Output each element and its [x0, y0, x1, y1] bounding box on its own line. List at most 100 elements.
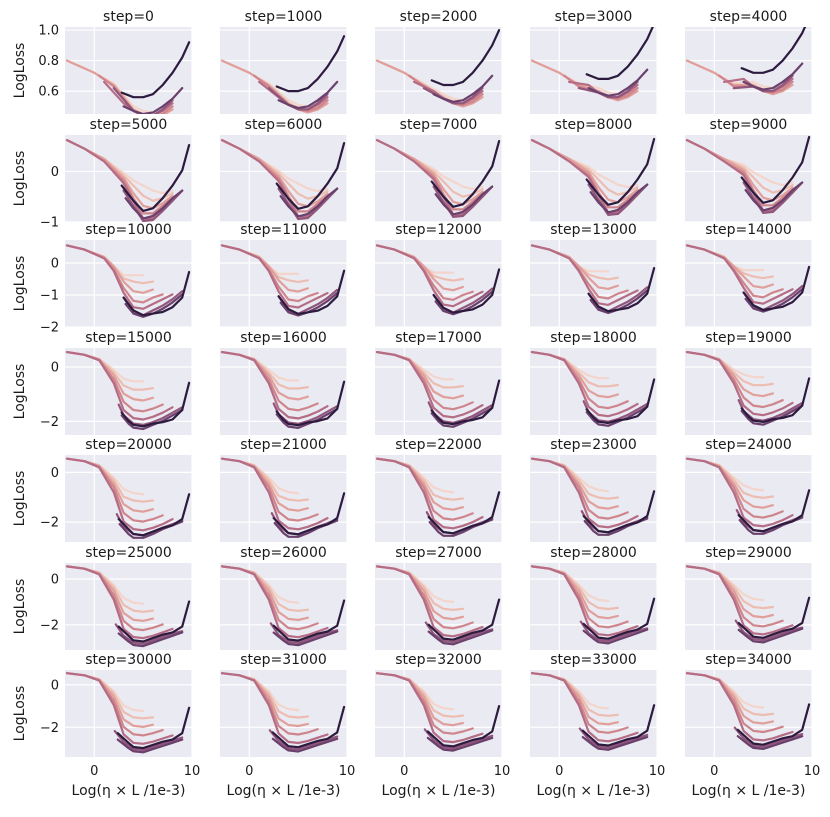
series-group — [220, 565, 346, 647]
series-line-6 — [271, 737, 339, 753]
y-tick-label: −2 — [40, 415, 59, 430]
panel-title: step=26000 — [240, 545, 327, 561]
series-line-5 — [734, 619, 804, 642]
x-tick-label: 0 — [400, 764, 408, 779]
series-line-7 — [272, 599, 346, 642]
series-line-7 — [582, 597, 656, 640]
series-line-7 — [581, 704, 656, 747]
series-line-4 — [220, 457, 329, 531]
series-group — [530, 351, 656, 427]
panel-r6-c4: step=34000 0 10 Log(η × L /1e-3) — [685, 652, 820, 799]
panel-title: step=18000 — [550, 330, 637, 346]
series-line-5 — [269, 622, 339, 644]
x-axis-label: Log(η × L /1e-3) — [692, 783, 806, 799]
y-axis-label: LogLoss — [12, 151, 28, 207]
series-line-3 — [98, 74, 174, 114]
series-line-6 — [275, 407, 339, 429]
x-axis-label: Log(η × L /1e-3) — [382, 783, 496, 799]
y-axis-label: LogLoss — [12, 256, 28, 312]
panel-title: step=21000 — [240, 437, 327, 453]
series-line-7 — [271, 705, 346, 749]
series-line-7 — [430, 140, 501, 208]
panel-r2-c2: step=12000 — [375, 222, 503, 328]
series-line-7 — [587, 267, 656, 313]
y-tick-label: −2 — [40, 321, 59, 336]
series-line-6 — [742, 62, 804, 91]
panel-r5-c1: step=26000 — [220, 545, 348, 650]
panel-r1-c3: step=8000 — [530, 117, 658, 223]
panel-title: step=14000 — [705, 222, 792, 238]
series-line-7 — [116, 706, 191, 750]
panel-title: step=28000 — [550, 545, 637, 561]
panel-r3-c2: step=17000 — [375, 330, 503, 435]
x-tick-label: 0 — [710, 764, 718, 779]
series-line-7 — [585, 378, 656, 425]
panel-r2-c1: step=11000 — [220, 222, 348, 328]
panel-r5-c4: step=29000 — [685, 545, 813, 650]
x-tick-label: 10 — [649, 764, 666, 779]
x-tick-label: 10 — [184, 764, 201, 779]
series-line-4 — [375, 351, 484, 419]
panel-r5-c0: step=25000 −2 0 LogLoss — [12, 545, 193, 650]
series-line-6 — [279, 187, 339, 218]
panel-r6-c1: step=31000 0 10 Log(η × L /1e-3) — [220, 652, 355, 799]
panel-title: step=0 — [103, 9, 154, 25]
series-line-6 — [122, 87, 184, 114]
series-line-7 — [737, 489, 811, 533]
series-line-4 — [65, 565, 174, 640]
series-line-7 — [737, 596, 811, 639]
x-axis-label: Log(η × L /1e-3) — [227, 783, 341, 799]
series-group — [65, 139, 191, 222]
series-line-6 — [120, 408, 184, 431]
panel-title: step=10000 — [85, 222, 172, 238]
series-line-4 — [530, 351, 639, 418]
y-tick-label: 0 — [51, 573, 59, 588]
series-group — [220, 351, 346, 429]
panel-title: step=32000 — [395, 652, 482, 668]
series-line-5 — [579, 620, 649, 643]
series-group — [530, 672, 656, 751]
panel-r6-c0: step=30000 −2 0 LogLoss 0 10 Log(η × L /1e-3) — [12, 652, 200, 799]
series-line-7 — [120, 381, 191, 428]
series-line-5 — [424, 621, 494, 644]
series-line-4 — [375, 244, 484, 308]
panel-title: step=20000 — [85, 437, 172, 453]
series-line-6 — [116, 738, 184, 754]
series-group — [65, 244, 191, 318]
series-line-6 — [587, 68, 649, 97]
series-line-4 — [65, 672, 174, 745]
series-group — [375, 244, 501, 316]
series-line-5 — [113, 730, 184, 752]
y-tick-label: 0 — [51, 257, 59, 272]
panel-title: step=12000 — [395, 222, 482, 238]
series-group — [530, 137, 656, 216]
x-axis-label: Log(η × L /1e-3) — [537, 783, 651, 799]
series-line-4 — [65, 351, 174, 421]
series-group — [375, 457, 501, 537]
panel-title: step=22000 — [395, 437, 482, 453]
series-line-4 — [530, 244, 639, 306]
series-line-7 — [117, 600, 191, 643]
panel-r6-c2: step=32000 0 10 Log(η × L /1e-3) — [375, 652, 510, 799]
series-line-5 — [578, 727, 649, 749]
panel-r2-c3: step=13000 — [530, 222, 658, 328]
series-line-6 — [434, 185, 494, 216]
panel-r0-c3: step=3000 — [530, 9, 658, 114]
series-line-4 — [685, 244, 794, 305]
series-group — [375, 139, 501, 218]
panel-title: step=4000 — [710, 9, 788, 25]
series-line-5 — [122, 189, 184, 222]
y-tick-label: 0 — [51, 466, 59, 481]
y-axis-label: LogLoss — [12, 471, 28, 527]
series-line-7 — [742, 265, 811, 312]
series-line-5 — [432, 185, 494, 218]
panel-title: step=23000 — [550, 437, 637, 453]
series-line-4 — [375, 457, 484, 530]
series-group — [530, 244, 656, 314]
series-group — [220, 244, 346, 317]
panel-r5-c2: step=27000 — [375, 545, 503, 650]
panel-title: step=16000 — [240, 330, 327, 346]
panel-r4-c3: step=23000 — [530, 437, 658, 542]
series-group — [65, 457, 191, 539]
series-line-5 — [733, 726, 804, 748]
